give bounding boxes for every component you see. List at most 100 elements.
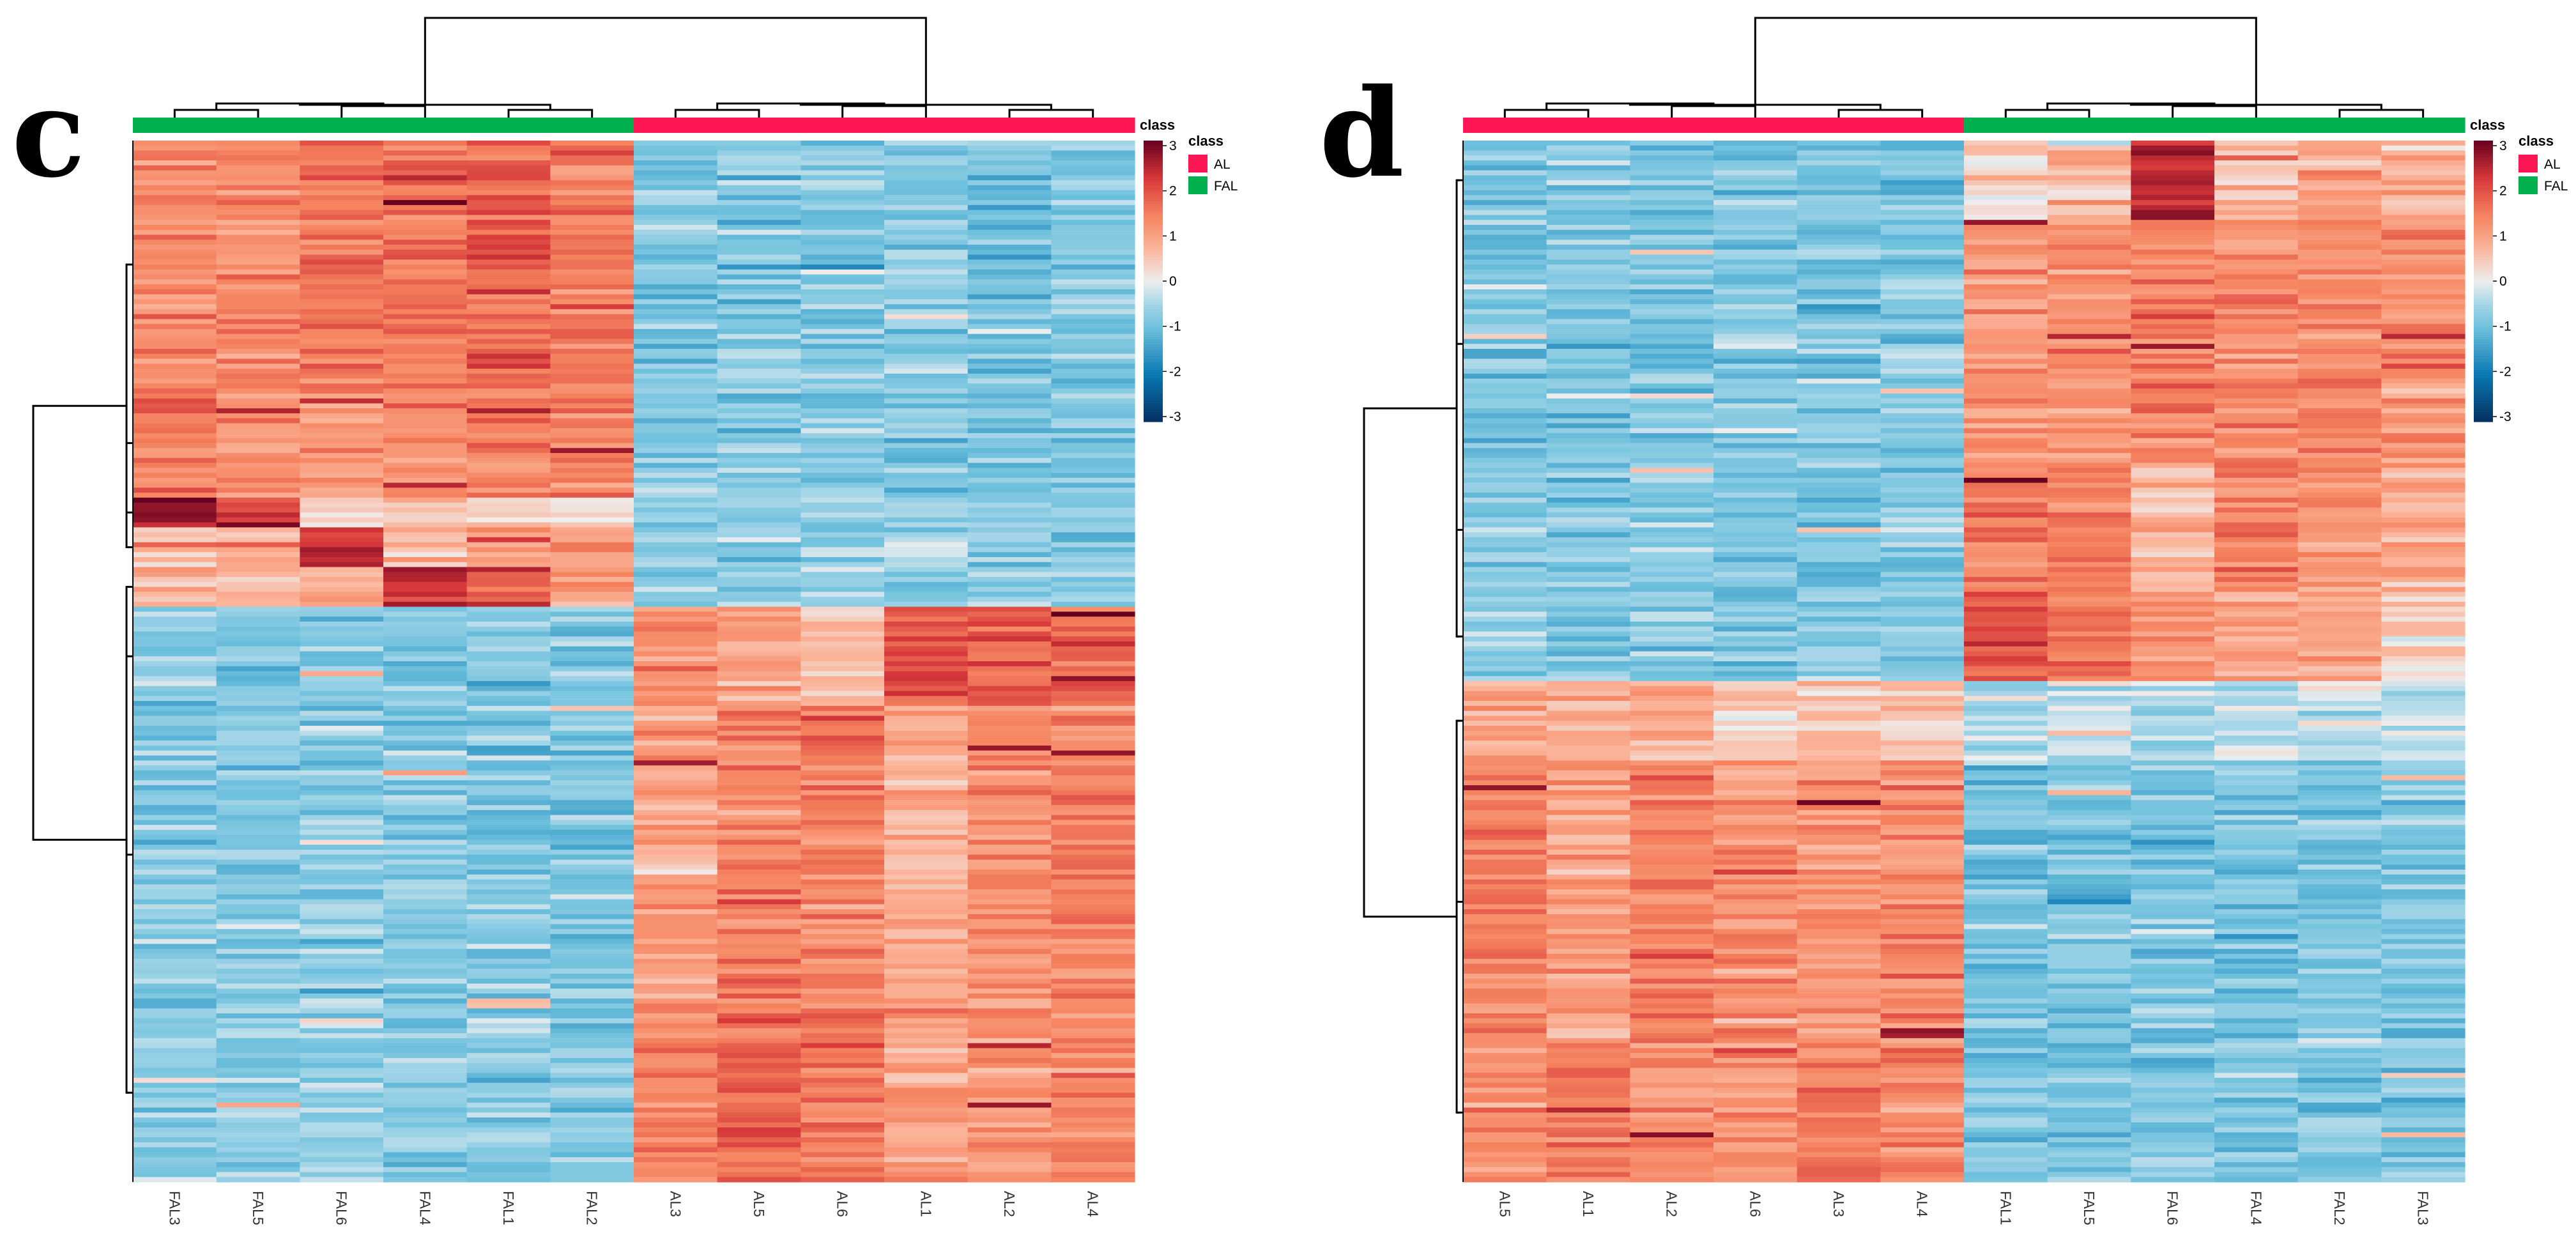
heatmap-cell — [466, 160, 551, 166]
heatmap-cell — [1546, 1048, 1630, 1054]
heatmap-cell — [1880, 998, 1965, 1004]
heatmap-cell — [1630, 710, 1714, 716]
heatmap-cell — [717, 448, 801, 454]
heatmap-cell — [1713, 755, 1798, 761]
heatmap-cell — [967, 894, 1052, 900]
heatmap-cell — [1463, 1062, 1547, 1069]
heatmap-cell — [1964, 279, 2048, 285]
heatmap-cell — [1051, 502, 1135, 508]
heatmap-cell — [216, 388, 300, 394]
heatmap-cell — [466, 978, 551, 985]
heatmap-cell — [2297, 229, 2382, 236]
heatmap-cell — [550, 815, 634, 820]
heatmap-cell — [884, 1028, 969, 1034]
heatmap-cell — [1051, 1147, 1135, 1153]
heatmap-cell — [1051, 809, 1135, 816]
heatmap-cell — [1964, 626, 2048, 633]
heatmap-cell — [1964, 978, 2048, 985]
heatmap-cell — [1630, 358, 1714, 364]
heatmap-cell — [717, 775, 801, 781]
heatmap-cell — [383, 969, 468, 974]
heatmap-cell — [1797, 820, 1881, 825]
heatmap-cell — [634, 1053, 718, 1059]
heatmap-cell — [1546, 234, 1630, 240]
heatmap-cell — [1964, 552, 2048, 558]
heatmap-cell — [1051, 210, 1135, 216]
heatmap-cell — [717, 1093, 801, 1098]
heatmap-cell — [967, 309, 1052, 315]
heatmap-cell — [967, 339, 1052, 344]
heatmap-cell — [300, 254, 384, 260]
column-label: AL5 — [751, 1191, 767, 1217]
heatmap-cell — [1880, 1053, 1965, 1059]
heatmap-cell — [2047, 200, 2131, 206]
heatmap-cell — [634, 1157, 718, 1163]
heatmap-cell — [2381, 274, 2465, 280]
colorbar-segment — [1144, 398, 1163, 401]
heatmap-cell — [801, 1157, 885, 1163]
heatmap-cell — [884, 383, 969, 389]
heatmap-cell — [801, 319, 885, 325]
heatmap-cell — [1463, 180, 1547, 186]
heatmap-cell — [2131, 349, 2215, 355]
heatmap-cell — [967, 671, 1052, 677]
heatmap-cell — [1051, 215, 1135, 220]
heatmap-cell — [216, 482, 300, 488]
heatmap-cell — [801, 487, 885, 493]
heatmap-cell — [1713, 899, 1798, 905]
heatmap-cell — [884, 457, 969, 464]
heatmap-cell — [1546, 438, 1630, 444]
heatmap-cell — [1630, 1043, 1714, 1049]
heatmap-cell — [2381, 319, 2465, 325]
heatmap-cell — [801, 240, 885, 245]
heatmap-cell — [216, 740, 300, 746]
heatmap-cell — [2297, 864, 2382, 870]
heatmap-cell — [2047, 567, 2131, 572]
heatmap-cell — [967, 423, 1052, 429]
heatmap-cell — [383, 517, 468, 523]
heatmap-cell — [1713, 557, 1798, 563]
heatmap-cell — [2131, 245, 2215, 250]
heatmap-cell — [1546, 309, 1630, 315]
heatmap-cell — [717, 1062, 801, 1069]
heatmap-cell — [300, 1102, 384, 1108]
heatmap-cell — [133, 190, 217, 196]
heatmap-cell — [1880, 716, 1965, 721]
heatmap-cell — [1051, 160, 1135, 166]
heatmap-cell — [2047, 1003, 2131, 1009]
heatmap-cell — [466, 974, 551, 979]
heatmap-cell — [216, 1033, 300, 1039]
heatmap-cell — [216, 512, 300, 518]
heatmap-cell — [2214, 408, 2299, 414]
heatmap-cell — [967, 477, 1052, 484]
heatmap-cell — [1713, 676, 1798, 682]
heatmap-cell — [884, 1048, 969, 1054]
heatmap-cell — [466, 879, 551, 885]
heatmap-cell — [2381, 735, 2465, 741]
heatmap-cell — [1880, 820, 1965, 825]
heatmap-cell — [634, 1073, 718, 1078]
class-annotation-cell — [383, 118, 468, 133]
heatmap-cell — [1880, 369, 1965, 374]
heatmap-cell — [634, 369, 718, 374]
heatmap-cell — [1797, 249, 1881, 256]
heatmap-cell — [2297, 497, 2382, 503]
heatmap-cell — [801, 532, 885, 538]
heatmap-cell — [2131, 899, 2215, 905]
heatmap-cell — [634, 349, 718, 355]
heatmap-cell — [2047, 909, 2131, 915]
heatmap-cell — [1463, 324, 1547, 330]
heatmap-cell — [216, 279, 300, 285]
heatmap-cell — [1880, 393, 1965, 399]
heatmap-cell — [801, 581, 885, 588]
heatmap-cell — [2297, 364, 2382, 369]
heatmap-cell — [383, 845, 468, 850]
heatmap-cell — [1713, 468, 1798, 473]
heatmap-cell — [1630, 141, 1714, 146]
heatmap-cell — [1964, 448, 2048, 454]
column-label: FAL2 — [584, 1191, 601, 1225]
heatmap-cell — [1630, 572, 1714, 578]
heatmap-cell — [133, 1038, 217, 1044]
heatmap-cell — [2297, 790, 2382, 796]
heatmap-cell — [1546, 939, 1630, 945]
